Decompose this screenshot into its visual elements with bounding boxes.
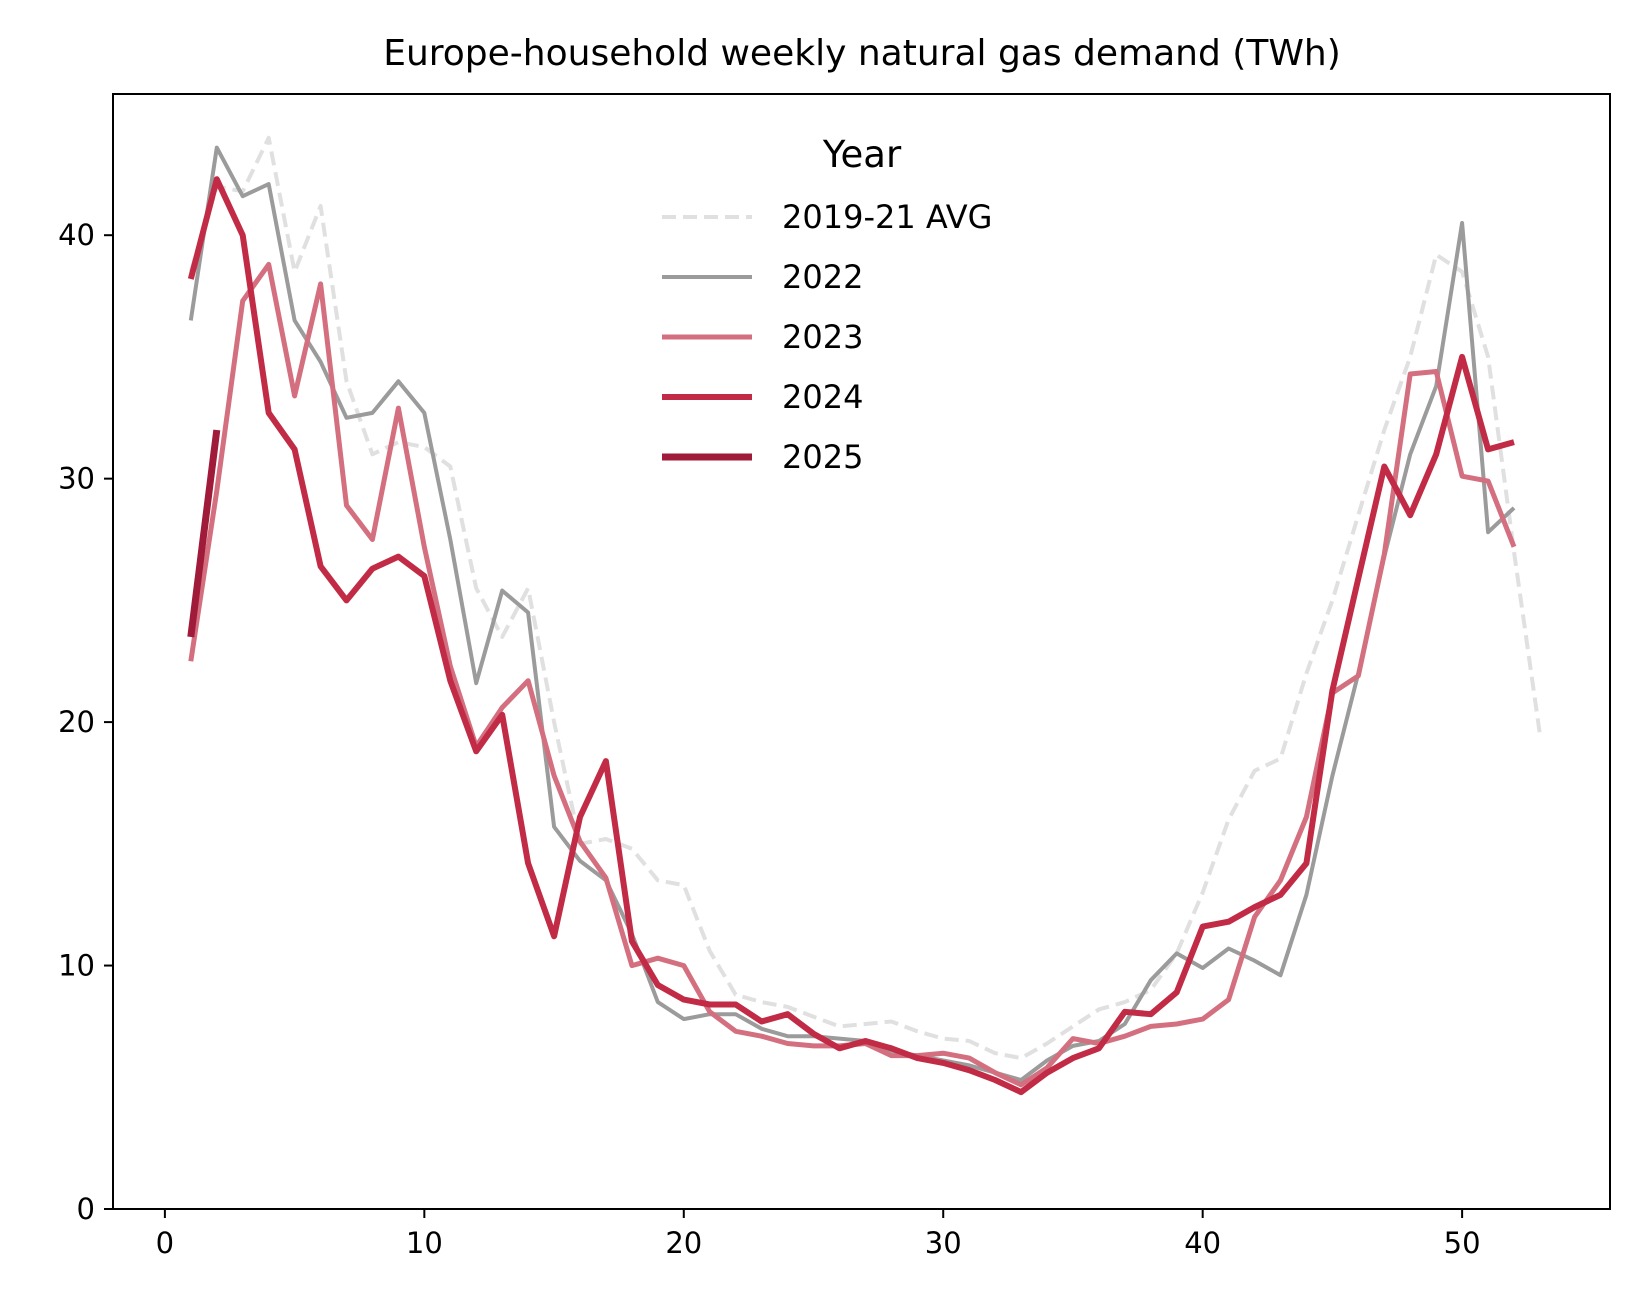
series-line-2024 (187, 176, 1515, 1096)
x-tick-label: 20 (665, 1226, 702, 1260)
plot-frame (112, 93, 1611, 1210)
legend-title: Year (822, 133, 902, 176)
y-axis: 0 10 20 30 40 (58, 218, 113, 1226)
x-tick-label: 10 (406, 1226, 443, 1260)
y-tick-label: 30 (58, 462, 95, 496)
chart-title: Europe-household weekly natural gas dema… (383, 33, 1341, 74)
x-axis: 0 10 20 30 40 50 (156, 1209, 1481, 1260)
y-tick-label: 10 (58, 949, 95, 983)
legend-label: 2019-21 AVG (782, 198, 992, 236)
legend-entries: 2019-21 AVG 2022 2023 2024 2025 (662, 198, 992, 476)
series-layer (187, 135, 1542, 1096)
series-line-2025 (187, 429, 221, 638)
legend-label: 2025 (782, 438, 863, 476)
legend-label: 2022 (782, 258, 863, 296)
y-tick-label: 20 (58, 705, 95, 739)
legend: Year 2019-21 AVG 2022 2023 2024 2025 (662, 133, 992, 476)
legend-label: 2024 (782, 378, 863, 416)
series-line-2019-21-avg (188, 135, 1542, 1061)
y-tick-label: 40 (58, 218, 95, 252)
x-tick-label: 50 (1444, 1226, 1481, 1260)
x-tick-label: 0 (156, 1226, 174, 1260)
legend-label: 2023 (782, 318, 863, 356)
series-line-2022 (188, 145, 1516, 1082)
x-tick-label: 30 (925, 1226, 962, 1260)
y-tick-label: 0 (77, 1192, 95, 1226)
x-tick-label: 40 (1184, 1226, 1221, 1260)
